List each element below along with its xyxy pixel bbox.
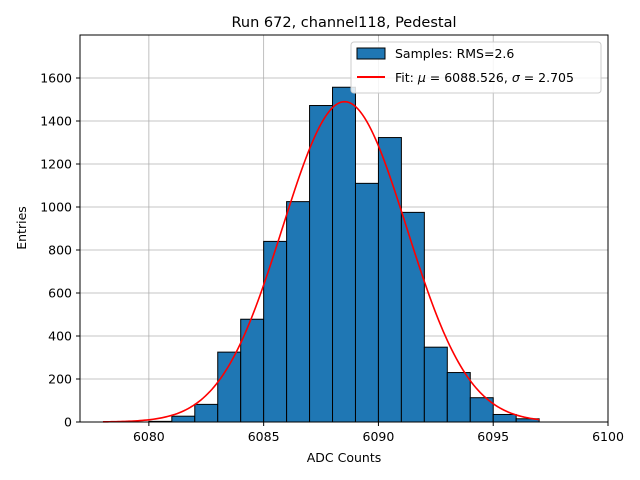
histogram-bar-13 — [446, 372, 471, 423]
plot-frame — [79, 34, 609, 423]
legend-box — [350, 41, 602, 94]
histogram-bar-12 — [423, 346, 448, 423]
histogram-bar-10 — [377, 137, 402, 423]
x-tick-label-3: 6095 — [477, 429, 509, 444]
y-tick-label-2: 400 — [48, 329, 72, 344]
histogram-bar-2 — [194, 403, 219, 423]
y-tick-label-6: 1200 — [40, 157, 72, 172]
x-tick-label-4: 6100 — [592, 429, 624, 444]
x-tick-label-0: 6080 — [133, 429, 165, 444]
y-tick-label-5: 1000 — [40, 200, 72, 215]
fit-curve — [102, 100, 540, 423]
legend-label-samples: Samples: RMS=2.6 — [395, 46, 514, 61]
y-tick-label-1: 200 — [48, 372, 72, 387]
histogram-bar-1 — [171, 415, 196, 423]
histogram-bar-15 — [492, 413, 517, 423]
histogram-bar-5 — [263, 240, 288, 423]
legend: Samples: RMS=2.6 Fit: μ = 6088.526, σ = … — [350, 41, 602, 94]
legend-patch-samples — [356, 47, 386, 60]
y-tick-label-4: 800 — [48, 243, 72, 258]
x-tick-label-2: 6090 — [363, 429, 395, 444]
y-axis-label: Entries — [14, 206, 29, 250]
histogram-bar-11 — [400, 211, 425, 423]
y-tick-label-3: 600 — [48, 286, 72, 301]
y-axis-ticks: 0 200 400 600 800 1000 1200 1400 1600 — [40, 71, 80, 430]
chart-title: Run 672, channel118, Pedestal — [231, 15, 456, 31]
histogram-bar-9 — [354, 182, 379, 423]
y-tick-label-0: 0 — [64, 415, 72, 430]
legend-label-fit: Fit: μ = 6088.526, σ = 2.705 — [395, 70, 574, 85]
x-axis-ticks: 6080 6085 6090 6095 6100 — [133, 422, 624, 444]
y-tick-label-8: 1600 — [40, 71, 72, 86]
x-axis-label: ADC Counts — [307, 450, 382, 465]
histogram-bar-7 — [309, 105, 334, 423]
histogram-bars — [148, 86, 540, 423]
x-tick-label-1: 6085 — [248, 429, 280, 444]
histogram-bar-8 — [332, 86, 356, 423]
y-tick-label-7: 1400 — [40, 114, 72, 129]
histogram-bar-3 — [217, 351, 242, 423]
histogram-bar-6 — [286, 201, 311, 423]
